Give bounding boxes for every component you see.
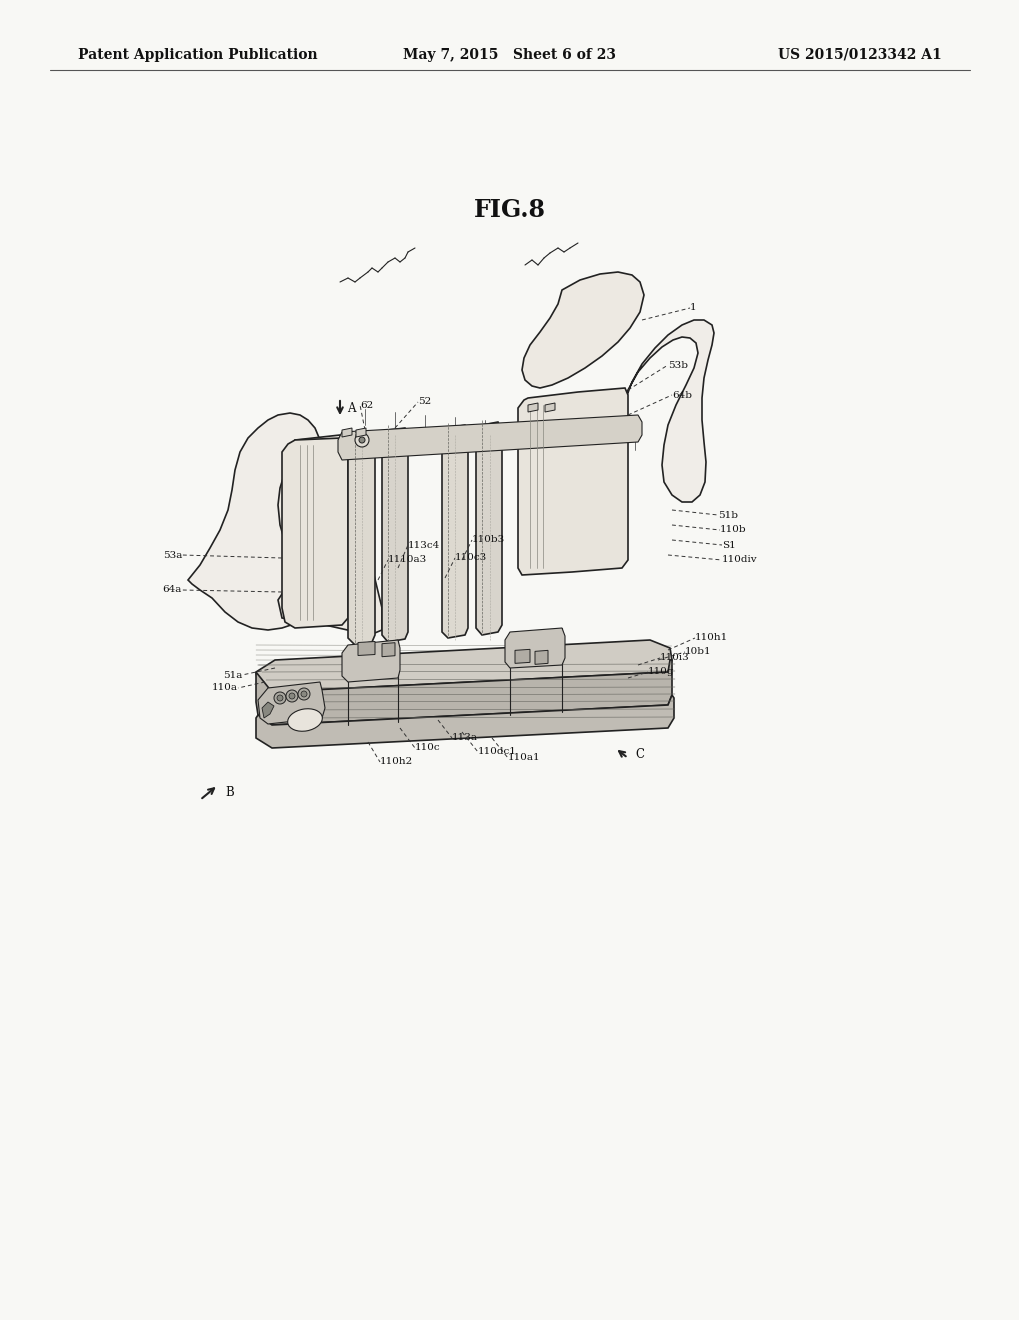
Text: 110a1: 110a1 bbox=[507, 754, 540, 763]
Polygon shape bbox=[535, 651, 547, 664]
Polygon shape bbox=[528, 403, 537, 412]
Circle shape bbox=[298, 688, 310, 700]
Polygon shape bbox=[256, 696, 674, 748]
Polygon shape bbox=[382, 643, 394, 657]
Text: 110b3: 110b3 bbox=[472, 536, 504, 544]
Circle shape bbox=[274, 692, 285, 704]
Polygon shape bbox=[515, 649, 530, 664]
Text: 113a: 113a bbox=[451, 734, 478, 742]
Text: 10b1: 10b1 bbox=[685, 648, 711, 656]
Text: 51a: 51a bbox=[222, 671, 242, 680]
Polygon shape bbox=[262, 702, 274, 718]
Polygon shape bbox=[278, 436, 382, 635]
Text: 113c4: 113c4 bbox=[408, 540, 440, 549]
Polygon shape bbox=[356, 428, 366, 437]
Polygon shape bbox=[504, 628, 565, 668]
Text: 110i3: 110i3 bbox=[659, 653, 689, 663]
Text: 51b: 51b bbox=[717, 511, 738, 520]
Polygon shape bbox=[544, 403, 554, 412]
Text: May 7, 2015   Sheet 6 of 23: May 7, 2015 Sheet 6 of 23 bbox=[404, 48, 615, 62]
Text: 110h1: 110h1 bbox=[694, 634, 728, 643]
Polygon shape bbox=[626, 319, 713, 502]
Polygon shape bbox=[358, 642, 375, 656]
Circle shape bbox=[285, 690, 298, 702]
Text: B: B bbox=[225, 785, 233, 799]
Text: 64a: 64a bbox=[162, 586, 181, 594]
Polygon shape bbox=[522, 272, 643, 388]
Text: A: A bbox=[346, 401, 356, 414]
Polygon shape bbox=[337, 414, 641, 459]
Polygon shape bbox=[382, 428, 408, 642]
Text: 62: 62 bbox=[360, 400, 373, 409]
Polygon shape bbox=[187, 413, 328, 630]
Text: S1: S1 bbox=[721, 540, 735, 549]
Text: US 2015/0123342 A1: US 2015/0123342 A1 bbox=[777, 48, 942, 62]
Polygon shape bbox=[341, 640, 399, 682]
Polygon shape bbox=[518, 388, 628, 576]
Polygon shape bbox=[476, 422, 501, 635]
Text: Patent Application Publication: Patent Application Publication bbox=[77, 48, 317, 62]
Circle shape bbox=[277, 696, 282, 701]
Circle shape bbox=[301, 690, 307, 697]
Text: 1110a3: 1110a3 bbox=[387, 556, 427, 565]
Polygon shape bbox=[281, 438, 347, 628]
Text: 1: 1 bbox=[689, 304, 696, 313]
Text: 64b: 64b bbox=[672, 391, 691, 400]
Ellipse shape bbox=[287, 709, 322, 731]
Text: 110dc1: 110dc1 bbox=[478, 747, 517, 756]
Polygon shape bbox=[256, 660, 672, 725]
Text: C: C bbox=[635, 747, 643, 760]
Text: 110a: 110a bbox=[212, 684, 237, 693]
Text: 52: 52 bbox=[418, 397, 431, 407]
Text: FIG.8: FIG.8 bbox=[474, 198, 545, 222]
Text: 110b: 110b bbox=[719, 525, 746, 535]
Circle shape bbox=[359, 437, 365, 444]
Text: 53b: 53b bbox=[667, 360, 688, 370]
Text: 110h2: 110h2 bbox=[380, 758, 413, 767]
Polygon shape bbox=[258, 682, 325, 723]
Polygon shape bbox=[441, 425, 468, 638]
Polygon shape bbox=[256, 640, 672, 692]
Circle shape bbox=[355, 433, 369, 447]
Text: 110c3: 110c3 bbox=[454, 553, 487, 562]
Text: 110c: 110c bbox=[415, 743, 440, 752]
Text: 53a: 53a bbox=[162, 550, 181, 560]
Polygon shape bbox=[341, 428, 352, 437]
Text: 110div: 110div bbox=[721, 556, 757, 565]
Text: 110g: 110g bbox=[647, 668, 674, 676]
Circle shape bbox=[288, 693, 294, 700]
Polygon shape bbox=[347, 432, 375, 645]
